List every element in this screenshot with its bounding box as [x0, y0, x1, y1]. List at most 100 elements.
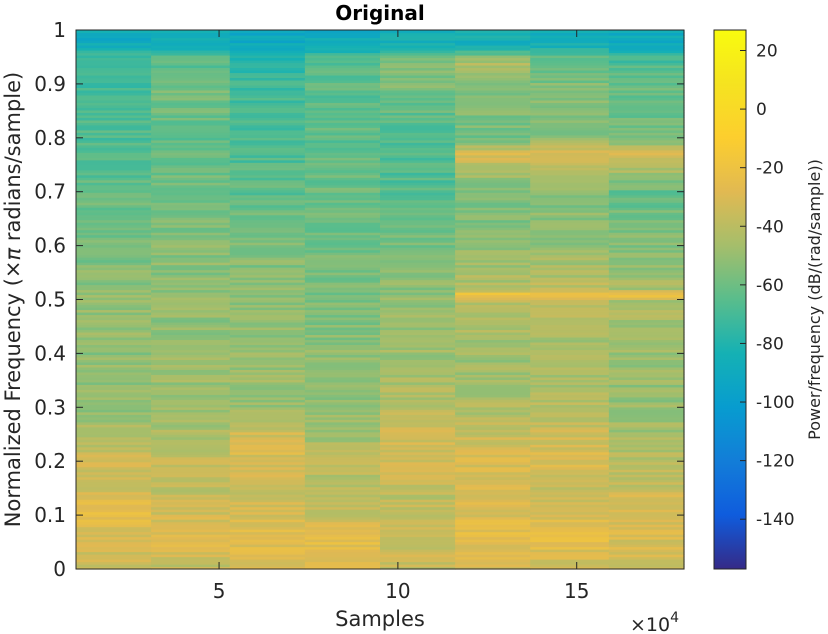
heatmap-cell — [151, 64, 231, 69]
heatmap-cell — [608, 239, 685, 243]
heatmap-cell — [530, 49, 610, 54]
heatmap-cell — [151, 147, 231, 151]
heatmap-cell — [76, 232, 152, 236]
colorbar-tick-label: -40 — [756, 217, 784, 237]
heatmap-cell — [229, 436, 306, 440]
heatmap-cell — [530, 219, 610, 223]
heatmap-cell — [151, 197, 231, 201]
heatmap-cell — [608, 381, 685, 385]
heatmap-cell — [304, 414, 381, 418]
heatmap-cell — [455, 67, 531, 71]
heatmap-cell — [229, 92, 306, 96]
heatmap-cell — [380, 97, 456, 101]
heatmap-cell — [151, 74, 231, 79]
heatmap-cell — [380, 456, 456, 460]
heatmap-cell — [151, 212, 231, 216]
heatmap-cell — [530, 521, 610, 525]
heatmap-cell — [530, 314, 610, 318]
heatmap-cell — [380, 254, 456, 258]
heatmap-cell — [151, 184, 231, 188]
heatmap-cell — [380, 309, 456, 313]
heatmap-cell — [76, 536, 152, 540]
heatmap-cell — [151, 529, 231, 533]
heatmap-cell — [229, 287, 306, 291]
heatmap-cell — [455, 109, 531, 113]
heatmap-cell — [608, 374, 685, 378]
heatmap-cell — [380, 159, 456, 163]
heatmap-cell — [380, 109, 456, 113]
heatmap-cell — [380, 321, 456, 326]
heatmap-cell — [229, 144, 306, 148]
heatmap-cell — [304, 109, 381, 113]
heatmap-cell — [76, 142, 152, 146]
heatmap-cell — [304, 184, 381, 188]
heatmap-cell — [380, 62, 456, 66]
heatmap-cell — [530, 524, 610, 528]
heatmap-cell — [530, 174, 610, 178]
heatmap-cell — [229, 62, 306, 66]
heatmap-cell — [530, 159, 610, 163]
heatmap-cell — [151, 264, 231, 268]
heatmap-cell — [304, 269, 381, 273]
heatmap-cell — [455, 369, 531, 373]
heatmap-cell — [530, 379, 610, 383]
heatmap-cell — [608, 114, 685, 118]
heatmap-cell — [455, 124, 531, 128]
heatmap-cell — [304, 42, 381, 46]
heatmap-cell — [455, 416, 531, 420]
heatmap-cell — [229, 207, 306, 211]
heatmap-cell — [151, 386, 231, 390]
heatmap-cell — [76, 269, 152, 273]
heatmap-cell — [530, 481, 610, 485]
heatmap-cell — [380, 192, 456, 196]
heatmap-cell — [530, 381, 610, 385]
heatmap-cell — [380, 157, 456, 161]
heatmap-cell — [151, 82, 231, 86]
heatmap-cell — [229, 476, 306, 480]
heatmap-cell — [608, 112, 685, 116]
heatmap-cell — [455, 346, 531, 351]
heatmap-cell — [151, 279, 231, 283]
heatmap-cell — [151, 299, 231, 303]
heatmap-cell — [455, 154, 531, 158]
heatmap-cell — [380, 484, 456, 488]
heatmap-cell — [76, 314, 152, 318]
heatmap-cell — [151, 277, 231, 281]
heatmap-cell — [304, 446, 381, 450]
heatmap-cell — [76, 149, 152, 153]
heatmap-cell — [608, 354, 685, 358]
heatmap-cell — [608, 54, 685, 59]
heatmap-cell — [229, 329, 306, 333]
heatmap-cell — [455, 252, 531, 256]
heatmap-cell — [229, 331, 306, 336]
heatmap-cell — [151, 34, 231, 39]
heatmap-cell — [76, 42, 152, 46]
heatmap-cell — [304, 144, 381, 148]
heatmap-cell — [304, 339, 381, 343]
heatmap-cell — [151, 94, 231, 98]
heatmap-cell — [229, 154, 306, 158]
heatmap-cell — [530, 376, 610, 380]
heatmap-cell — [608, 444, 685, 448]
heatmap-cell — [455, 227, 531, 231]
heatmap-cell — [530, 464, 610, 468]
heatmap-cell — [455, 127, 531, 131]
heatmap-cell — [151, 414, 231, 418]
heatmap-cell — [530, 254, 610, 258]
heatmap-cell — [380, 499, 456, 503]
heatmap-cell — [76, 59, 152, 64]
heatmap-cell — [76, 279, 152, 283]
heatmap-cell — [304, 454, 381, 458]
heatmap-cell — [304, 227, 381, 231]
heatmap-cell — [229, 389, 306, 393]
heatmap-cell — [380, 416, 456, 420]
heatmap-cell — [608, 514, 685, 518]
heatmap-cell — [304, 416, 381, 420]
heatmap-cell — [76, 284, 152, 288]
heatmap-cell — [455, 484, 531, 488]
heatmap-cell — [530, 341, 610, 346]
heatmap-cell — [76, 546, 152, 550]
heatmap-cell — [455, 351, 531, 355]
heatmap-cell — [608, 127, 685, 131]
